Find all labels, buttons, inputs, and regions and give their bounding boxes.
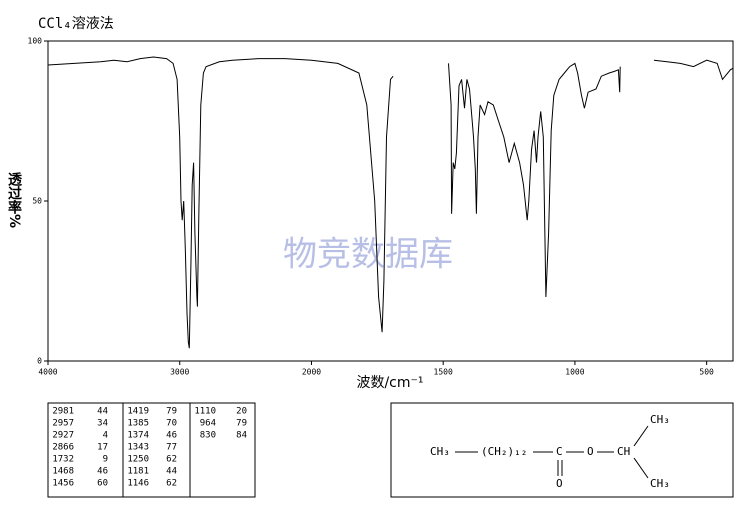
peak-percent: 79 — [166, 407, 177, 417]
watermark: 物竞数据库 — [283, 235, 453, 275]
y-axis-label: 透过率% — [6, 172, 22, 228]
bond — [633, 425, 649, 447]
peak-wavenumber: 1732 — [52, 455, 74, 465]
peak-wavenumber: 1456 — [52, 479, 74, 489]
atom: O — [587, 445, 594, 458]
peak-wavenumber: 1250 — [127, 455, 149, 465]
peak-percent: 77 — [166, 443, 177, 453]
x-tick-label: 4000 — [38, 368, 57, 377]
atom: CH — [617, 445, 630, 458]
x-tick-label: 500 — [699, 368, 714, 377]
peak-wavenumber: 964 — [200, 419, 216, 429]
x-tick-label: 3000 — [170, 368, 189, 377]
peak-wavenumber: 1385 — [127, 419, 149, 429]
atom: O — [556, 477, 563, 490]
peak-percent: 44 — [166, 467, 177, 477]
peak-percent: 70 — [166, 419, 177, 429]
peak-percent: 34 — [97, 419, 108, 429]
peak-wavenumber: 1343 — [127, 443, 149, 453]
structure: CH₃ (CH₂)₁₂ C O O CH CH₃ CH₃ — [430, 413, 670, 490]
y-tick-label: 100 — [28, 37, 43, 46]
peak-wavenumber: 2866 — [52, 443, 74, 453]
peak-percent: 17 — [97, 443, 108, 453]
peak-wavenumber: 1374 — [127, 431, 149, 441]
bond — [633, 457, 649, 479]
structure-frame — [390, 402, 734, 498]
peak-wavenumber: 1110 — [194, 407, 216, 417]
peak-percent: 20 — [236, 407, 247, 417]
chart-title: CCl₄溶液法 — [38, 16, 114, 32]
peak-percent: 79 — [236, 419, 247, 429]
x-tick-label: 1000 — [565, 368, 584, 377]
x-tick-label: 1500 — [434, 368, 453, 377]
peak-wavenumber: 1181 — [127, 467, 149, 477]
peak-percent: 44 — [97, 407, 108, 417]
peak-percent: 60 — [97, 479, 108, 489]
atom: (CH₂)₁₂ — [481, 445, 527, 458]
atom: CH₃ — [430, 445, 450, 458]
peak-percent: 62 — [166, 479, 177, 489]
x-tick-label: 2000 — [302, 368, 321, 377]
atom: C — [556, 445, 563, 458]
peak-wavenumber: 1468 — [52, 467, 74, 477]
peak-percent: 9 — [103, 455, 108, 465]
y-tick-label: 0 — [37, 357, 42, 366]
atom: CH₃ — [650, 477, 670, 490]
y-tick-label: 50 — [32, 197, 42, 206]
peak-percent: 4 — [103, 431, 108, 441]
peak-percent: 62 — [166, 455, 177, 465]
peak-wavenumber: 1419 — [127, 407, 149, 417]
atom: CH₃ — [650, 413, 670, 426]
plot-frame — [47, 40, 734, 362]
peak-wavenumber: 2957 — [52, 419, 74, 429]
peak-percent: 46 — [166, 431, 177, 441]
spectrum-line — [47, 56, 734, 349]
x-axis-label: 波数/cm⁻¹ — [356, 375, 423, 391]
peak-wavenumber: 1146 — [127, 479, 149, 489]
peak-table-frame — [47, 402, 256, 498]
peak-wavenumber: 2927 — [52, 431, 74, 441]
peak-percent: 84 — [236, 431, 247, 441]
peak-percent: 46 — [97, 467, 108, 477]
peak-wavenumber: 830 — [200, 431, 216, 441]
peak-wavenumber: 2981 — [52, 407, 74, 417]
